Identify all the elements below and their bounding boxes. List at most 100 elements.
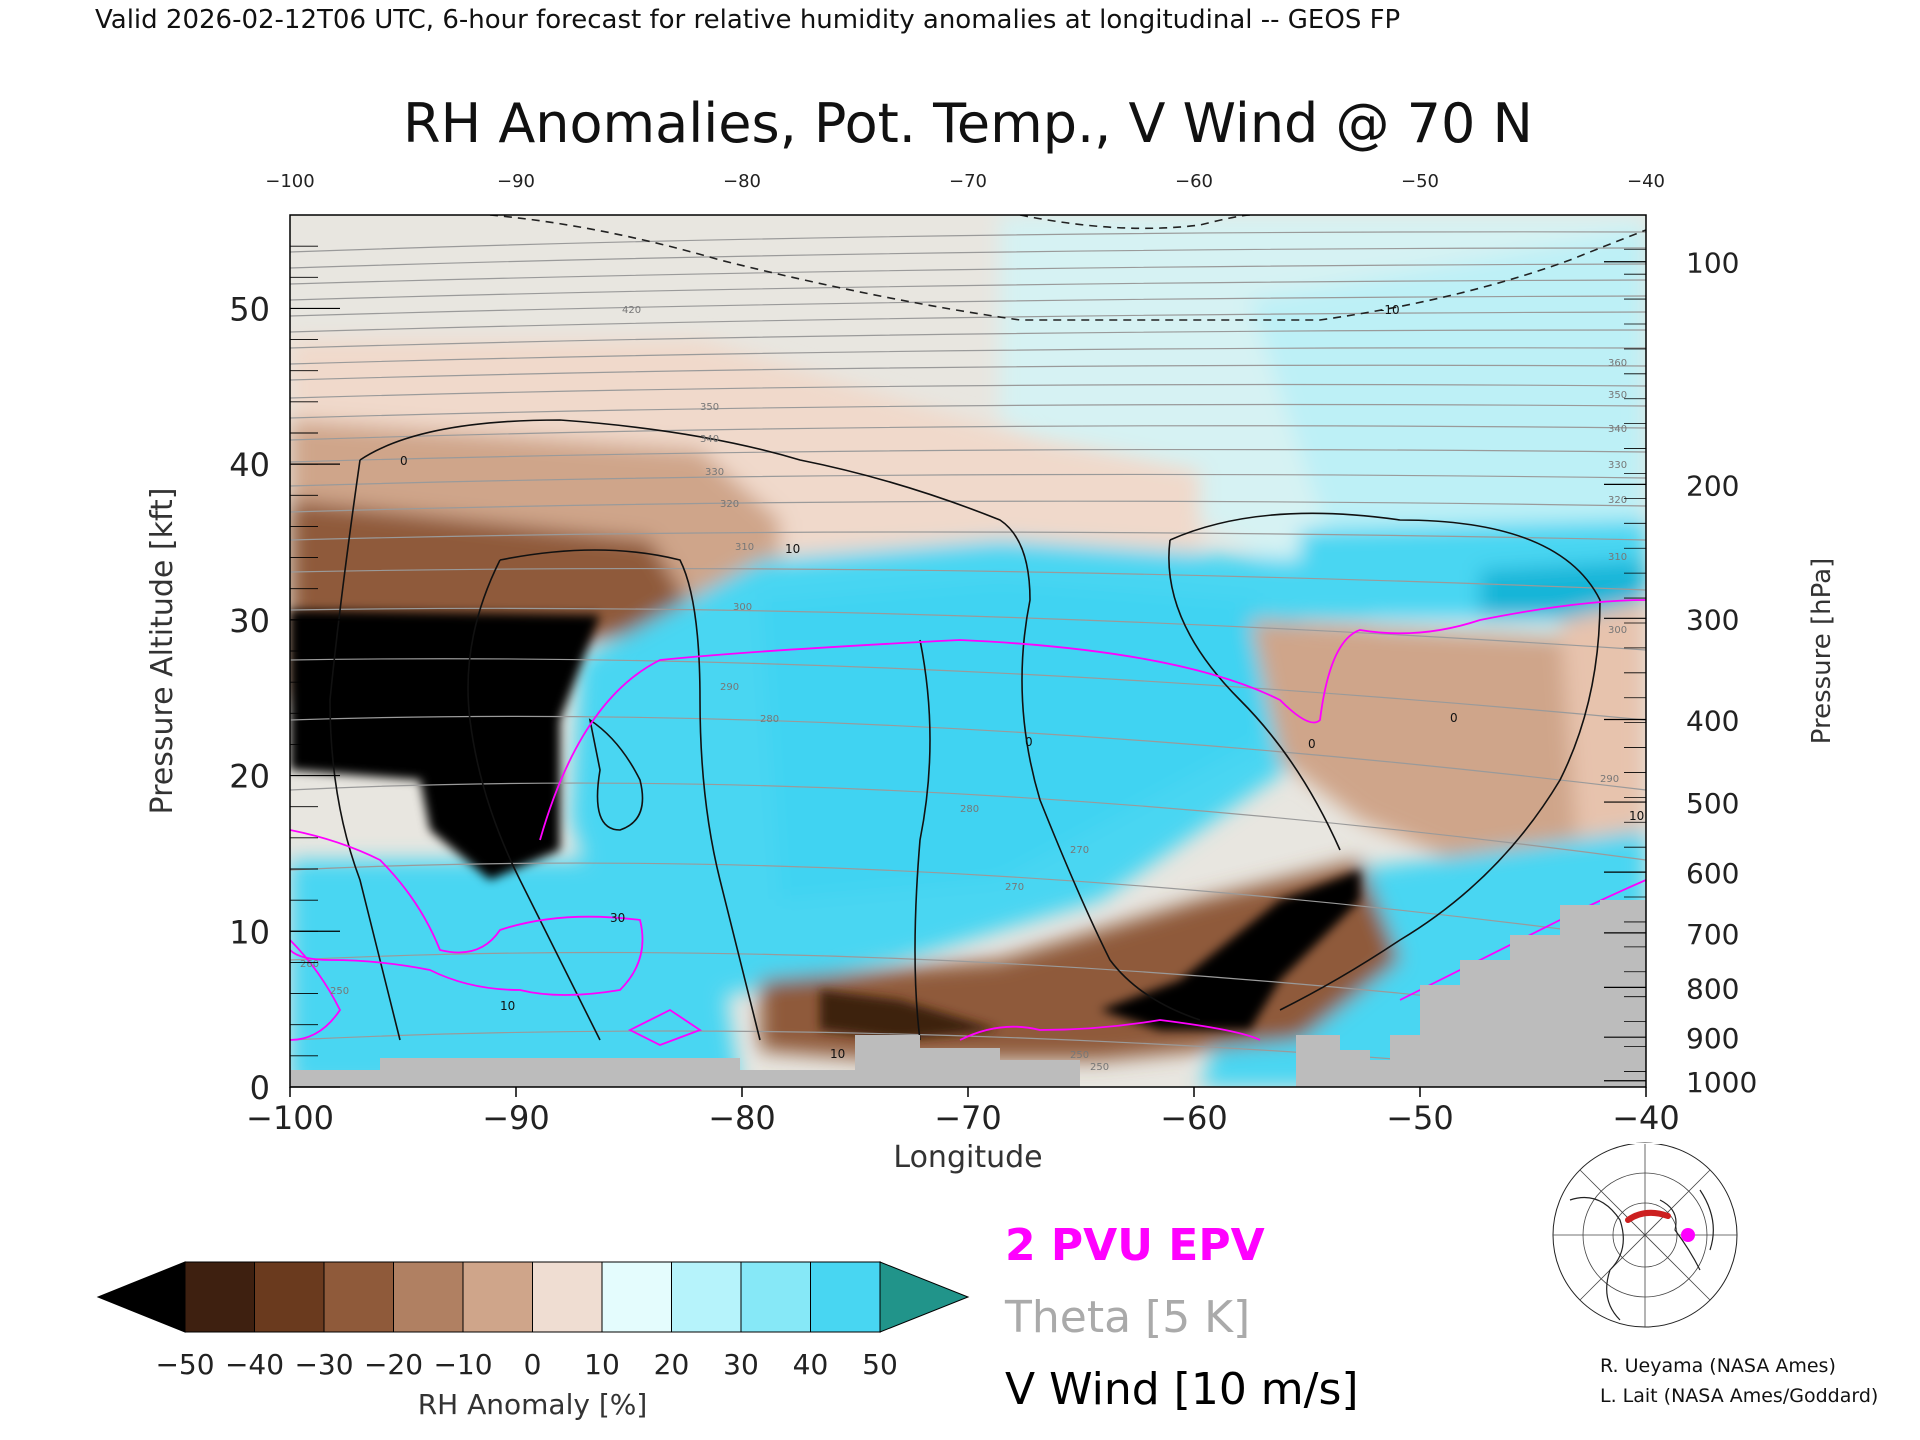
x-axis-label: Longitude [893,1140,1042,1175]
colorbar-segment [462,1261,534,1333]
theta-contour-label: 350 [700,402,719,413]
vwind-contour-label: 10 [1629,809,1644,823]
theta-contour-label: 260 [300,959,319,970]
colorbar-segment [740,1261,812,1333]
x-top-tick-label: −100 [265,171,314,192]
terrain [290,900,1646,1087]
colorbar-over-triangle [879,1261,970,1333]
pressure-tick-label: 200 [1686,469,1739,502]
vwind-contour-label: 0 [1308,737,1316,751]
theta-contour-label: 330 [1608,460,1627,471]
theta-contour-label: 340 [700,434,719,445]
colorbar-tick-label: −40 [225,1348,284,1381]
vwind-contour-label: 30 [610,911,625,925]
x-tick-label: −100 [246,1099,334,1137]
rh-anomaly-field: 2502502502602702702802802902903003003103… [290,215,1646,1087]
vwind-contour-labels: 0 10 0 0 0 30 10 10 -10 10 [400,303,1644,1061]
colorbar-segment [184,1261,256,1333]
polar-projection-locator-map [1545,1142,1745,1328]
pressure-tick-label: 600 [1686,857,1739,890]
theta-contour-label: 420 [622,305,641,316]
vwind-contour-label: 0 [400,454,408,468]
valid-time-header: Valid 2026-02-12T06 UTC, 6-hour forecast… [95,5,1400,35]
pressure-tick-label: 1000 [1686,1066,1757,1099]
credit-line-1: R. Ueyama (NASA Ames) [1600,1355,1836,1377]
vwind-contour-label: 0 [1450,711,1458,725]
theta-contour-label: 250 [1070,1050,1089,1061]
colorbar-tick-label: 30 [723,1348,759,1381]
axes: −100 −100 −90 −90 −80 −80 −70 −70 −60 −60 −50 −50 −4… [145,171,1837,1175]
colorbar-segment [254,1261,325,1333]
x-tick-label: −90 [482,1099,550,1137]
legend: 2 PVU EPV Theta [5 K] V Wind [10 m/s] [1004,1220,1359,1415]
pressure-tick-label: 100 [1686,247,1739,280]
vwind-negative-contour [489,215,1646,321]
x-top-tick-label: −40 [1627,171,1665,192]
x-top-tick-label: −90 [497,171,535,192]
colorbar-tick-label: −20 [364,1348,423,1381]
legend-vwind: V Wind [10 m/s] [1005,1364,1359,1415]
y-axis-label: Pressure Altitude [kft] [145,488,180,815]
x-top-tick-label: −80 [723,171,761,192]
pressure-tick-label: 500 [1686,787,1739,820]
credit-line-2: L. Lait (NASA Ames/Goddard) [1600,1385,1878,1407]
theta-contour-label: 250 [1090,1062,1109,1073]
pressure-tick-label: 800 [1686,972,1739,1005]
colorbar-tick-label: 20 [654,1348,690,1381]
vwind-contour-label: 10 [785,542,800,556]
colorbar-tick-label: 0 [524,1348,542,1381]
theta-contour-label: 310 [735,542,754,553]
epv-contours [290,599,1646,1046]
x-tick-label: −60 [1160,1099,1228,1137]
colorbar-tick-label: 10 [584,1348,620,1381]
theta-contour-label: 280 [960,804,979,815]
y-tick-label: 50 [229,290,270,328]
theta-contours [290,231,1646,1081]
colorbar-segment [532,1261,603,1333]
chart-title: RH Anomalies, Pot. Temp., V Wind @ 70 N [403,92,1533,155]
theta-contour-label: 340 [1608,424,1627,435]
colorbar-tick-label: 50 [862,1348,898,1381]
colorbar-tick-label: −30 [294,1348,353,1381]
theta-contour-label: 330 [705,467,724,478]
theta-contour-label: 280 [760,714,779,725]
x-top-tick-label: −50 [1401,171,1439,192]
theta-contour-label: 250 [330,986,349,997]
pressure-tick-label: 300 [1686,603,1739,636]
vwind-contour-label: 0 [1025,735,1033,749]
theta-contour-label: 300 [733,602,752,613]
colorbar: −50 −40 −30 −20 −10 0 10 20 30 40 50 RH Anomaly [%] [96,1261,970,1421]
colorbar-under-triangle [96,1261,186,1333]
theta-contour-label: 270 [1005,882,1024,893]
y-tick-label: 40 [229,446,270,484]
theta-contour-label: 290 [1600,774,1619,785]
y-tick-label: 20 [229,758,270,796]
y-tick-label: 0 [250,1069,270,1107]
colorbar-segment [393,1261,464,1333]
theta-contour-label: 350 [1608,390,1627,401]
colorbar-segment [601,1261,673,1333]
legend-epv: 2 PVU EPV [1005,1220,1265,1271]
theta-contour-label: 360 [1608,358,1627,369]
vwind-contour-label: 10 [830,1047,845,1061]
vwind-contour-label: 10 [500,999,515,1013]
theta-contour-label: 320 [720,499,739,510]
y-tick-label: 10 [229,913,270,951]
theta-contour-label: 270 [1070,845,1089,856]
legend-theta: Theta [5 K] [1004,1292,1250,1343]
vwind-contour-label: -10 [1380,303,1400,317]
colorbar-tick-label: 40 [793,1348,829,1381]
theta-contour-label: 320 [1608,495,1627,506]
colorbar-segment [810,1261,881,1333]
y-right-axis-label: Pressure [hPa] [1807,558,1837,745]
y-tick-label: 30 [229,602,270,640]
pressure-tick-label: 400 [1686,705,1739,738]
x-tick-label: −70 [934,1099,1002,1137]
colorbar-tick-label: −10 [433,1348,492,1381]
x-top-tick-label: −70 [949,171,987,192]
x-tick-label: −50 [1386,1099,1454,1137]
x-tick-label: −80 [708,1099,776,1137]
theta-contour-labels: 2502502502602702702802802902903003003103… [300,305,1627,1073]
x-top-tick-label: −60 [1175,171,1213,192]
